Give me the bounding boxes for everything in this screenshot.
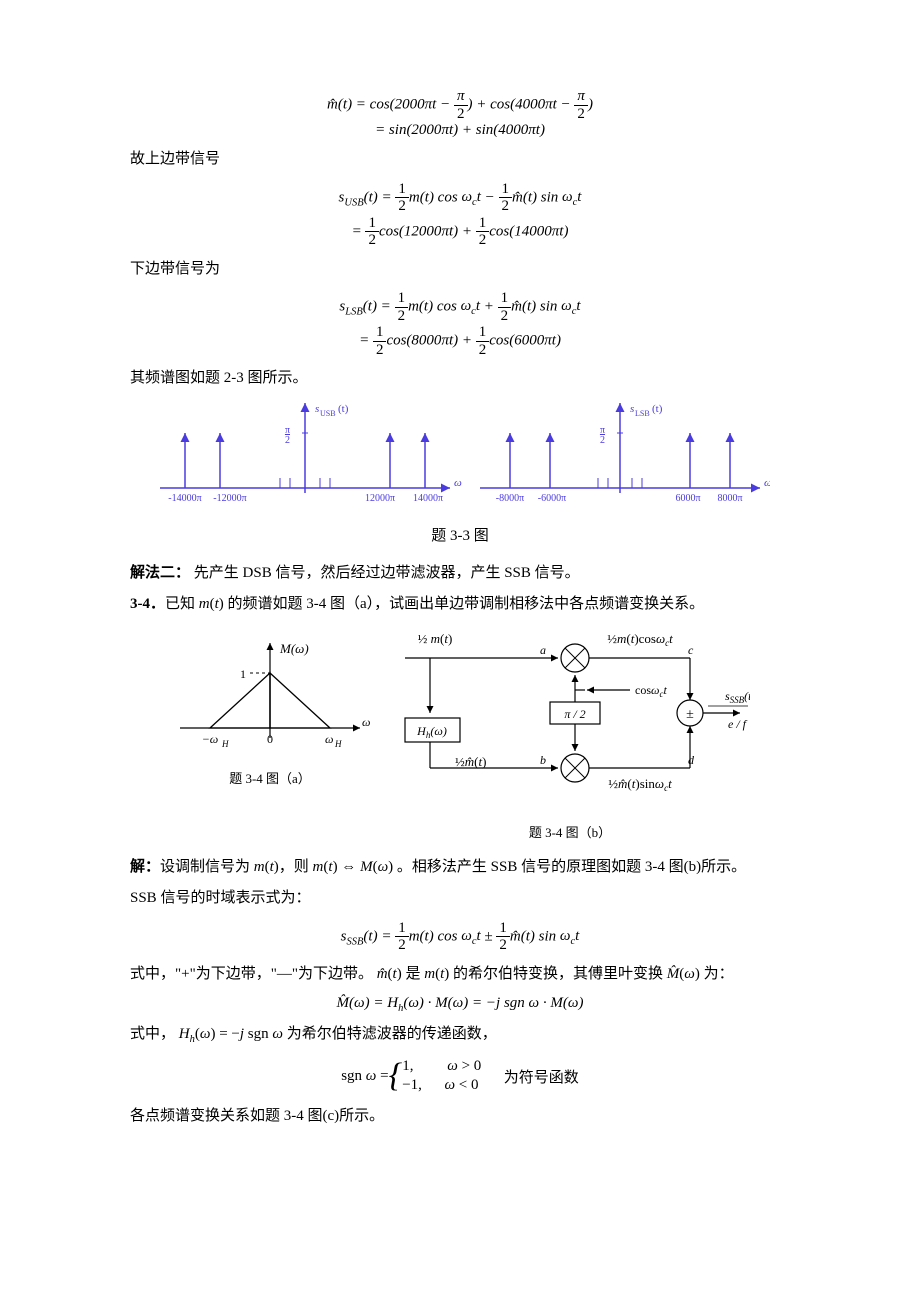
svg-text:LSB: LSB: [635, 409, 650, 418]
equation-sgn: sgn ω = { 1, ω > 0 −1, ω < 0 为符号函数: [130, 1057, 790, 1096]
figure-3-3-spectrum: s USB (t) π 2 -14000π -12000π 12000π 140…: [150, 398, 770, 518]
solution-prefix: 解：: [130, 859, 160, 875]
svg-text:USB: USB: [320, 409, 336, 418]
svg-text:12000π: 12000π: [365, 493, 395, 504]
svg-text:½m̂(t)sinωct: ½m̂(t)sinωct: [608, 776, 672, 793]
method2-prefix: 解法二：: [130, 565, 190, 581]
equation-mhat: m̂(t) = cos(2000πt − π2) + cos(4000πt − …: [130, 88, 790, 139]
svg-text:½ m(t): ½ m(t): [418, 631, 453, 646]
svg-text:½m(t)cosωct: ½m(t)cosωct: [607, 631, 673, 648]
figure-3-3-caption: 题 3-3 图: [130, 524, 790, 545]
solution-body: 设调制信号为 m(t)，则 m(t) ⇔ M(ω) 。相移法产生 SSB 信号的…: [160, 859, 746, 875]
svg-text:d: d: [688, 753, 695, 767]
equation-Mhat: M̂(ω) = Hh(ω) · M(ω) = −j sgn ω · M(ω): [130, 995, 790, 1014]
svg-text:0: 0: [267, 732, 273, 746]
figure-3-4b-caption: 题 3-4 图（b）: [390, 822, 750, 841]
svg-text:(t): (t): [652, 403, 663, 415]
text-hilbert: 式中，"+"为下边带，"—"为下边带。 m̂(t) 是 m(t) 的希尔伯特变换…: [130, 962, 790, 988]
text-fig-c-ref: 各点频谱变换关系如题 3-4 图(c)所示。: [130, 1104, 790, 1130]
figure-3-4a: M(ω) 1 −ω H 0 ω H ω 题 3-4 图（a）: [170, 628, 370, 787]
problem-34-body: 已知 m(t) 的频谱如题 3-4 图（a），试画出单边带调制相移法中各点频谱变…: [165, 596, 704, 612]
svg-text:b: b: [540, 753, 546, 767]
eq-line: = 12cos(12000πt) + 12cos(14000πt): [130, 215, 790, 249]
svg-text:M(ω): M(ω): [279, 641, 309, 656]
svg-text:−ω: −ω: [202, 732, 219, 746]
text-ssb-expr-intro: SSB 信号的时域表示式为：: [130, 886, 790, 912]
figure-3-4a-caption: 题 3-4 图（a）: [170, 768, 370, 787]
problem-34-prefix: 3-4．: [130, 596, 165, 612]
svg-text:a: a: [540, 643, 546, 657]
text-usb-intro: 故上边带信号: [130, 147, 790, 173]
figure-3-4b: ½ m(t) a ½m(t)cosωct c Hh(ω) ½m̂(t) b: [390, 628, 750, 841]
figure-3-4-row: M(ω) 1 −ω H 0 ω H ω 题 3-4 图（a） ½ m(t): [130, 628, 790, 841]
eq-line: = 12cos(8000πt) + 12cos(6000πt): [130, 324, 790, 358]
svg-text:14000π: 14000π: [413, 493, 443, 504]
svg-text:ω: ω: [362, 715, 370, 729]
svg-text:c: c: [688, 643, 694, 657]
svg-text:-8000π: -8000π: [496, 493, 524, 504]
svg-text:±: ±: [686, 707, 694, 722]
svg-text:ω: ω: [325, 732, 333, 746]
svg-text:π / 2: π / 2: [564, 707, 585, 721]
svg-text:sSSB(t): sSSB(t): [725, 689, 750, 705]
svg-text:½m̂(t): ½m̂(t): [455, 754, 486, 769]
text-solution: 解：设调制信号为 m(t)，则 m(t) ⇔ M(ω) 。相移法产生 SSB 信…: [130, 855, 790, 881]
svg-text:e / f: e / f: [728, 717, 748, 731]
svg-text:s: s: [630, 403, 634, 415]
svg-text:ω: ω: [454, 477, 462, 489]
svg-text:-6000π: -6000π: [538, 493, 566, 504]
svg-text:-14000π: -14000π: [168, 493, 201, 504]
svg-text:H: H: [334, 739, 342, 749]
svg-text:8000π: 8000π: [717, 493, 742, 504]
svg-text:cosωct: cosωct: [635, 683, 667, 699]
eq-line: = sin(2000πt) + sin(4000πt): [130, 122, 790, 139]
svg-text:1: 1: [240, 667, 246, 681]
svg-text:(t): (t): [338, 403, 349, 415]
text-problem-34: 3-4．已知 m(t) 的频谱如题 3-4 图（a），试画出单边带调制相移法中各…: [130, 592, 790, 618]
text-spectrum-ref: 其频谱图如题 2-3 图所示。: [130, 366, 790, 392]
svg-text:ω: ω: [764, 477, 770, 489]
svg-text:Hh(ω): Hh(ω): [416, 724, 447, 740]
svg-text:-12000π: -12000π: [213, 493, 246, 504]
svg-text:2: 2: [285, 435, 290, 446]
svg-text:2: 2: [600, 435, 605, 446]
text-method2: 解法二： 先产生 DSB 信号，然后经过边带滤波器，产生 SSB 信号。: [130, 561, 790, 587]
svg-text:s: s: [315, 403, 319, 415]
text-Hh: 式中， Hh(ω) = −j sgn ω 为希尔伯特滤波器的传递函数，: [130, 1022, 790, 1049]
eq-line: sUSB(t) = 12m(t) cos ωct − 12m̂(t) sin ω…: [130, 181, 790, 215]
equation-slsb: sLSB(t) = 12m(t) cos ωct + 12m̂(t) sin ω…: [130, 290, 790, 358]
eq-line: m̂(t) = cos(2000πt − π2) + cos(4000πt − …: [130, 88, 790, 122]
svg-text:H: H: [221, 739, 229, 749]
method2-body: 先产生 DSB 信号，然后经过边带滤波器，产生 SSB 信号。: [190, 565, 580, 581]
eq-line: sLSB(t) = 12m(t) cos ωct + 12m̂(t) sin ω…: [130, 290, 790, 324]
svg-text:6000π: 6000π: [675, 493, 700, 504]
equation-sssb: sSSB(t) = 12m(t) cos ωct ± 12m̂(t) sin ω…: [130, 920, 790, 954]
equation-susb: sUSB(t) = 12m(t) cos ωct − 12m̂(t) sin ω…: [130, 181, 790, 249]
text-lsb-intro: 下边带信号为: [130, 257, 790, 283]
